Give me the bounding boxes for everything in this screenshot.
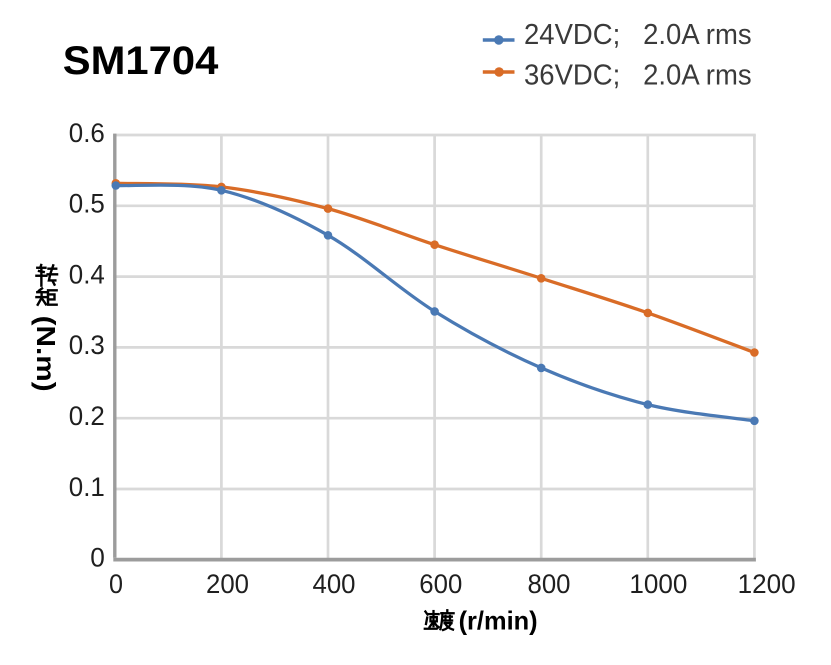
svg-text:SM1704: SM1704 xyxy=(63,39,219,83)
svg-text:24VDC; 2.0A rms: 24VDC; 2.0A rms xyxy=(524,19,752,51)
svg-text:36VDC; 2.0A rms: 36VDC; 2.0A rms xyxy=(524,59,752,91)
svg-text:0.4: 0.4 xyxy=(69,259,105,289)
svg-text:200: 200 xyxy=(206,569,249,599)
svg-text:600: 600 xyxy=(419,569,462,599)
svg-text:1000: 1000 xyxy=(629,569,687,599)
svg-text:0.3: 0.3 xyxy=(69,330,105,360)
svg-text:0: 0 xyxy=(90,542,105,572)
svg-text:0.6: 0.6 xyxy=(69,118,105,148)
svg-text:0.2: 0.2 xyxy=(69,401,105,431)
svg-text:(N.m): (N.m) xyxy=(31,316,61,392)
svg-text:(r/min): (r/min) xyxy=(459,606,538,636)
svg-text:800: 800 xyxy=(528,569,571,599)
svg-text:0.1: 0.1 xyxy=(69,472,105,502)
svg-text:400: 400 xyxy=(313,569,356,599)
svg-text:0: 0 xyxy=(109,569,123,599)
svg-text:1200: 1200 xyxy=(738,569,796,599)
svg-text:0.5: 0.5 xyxy=(69,189,105,219)
